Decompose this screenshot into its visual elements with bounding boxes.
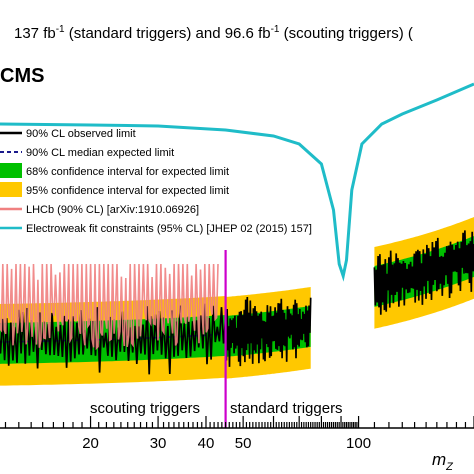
- legend-label: Electroweak fit constraints (95% CL) [JH…: [26, 223, 312, 235]
- legend-entry: 68% confidence interval for expected lim…: [0, 163, 229, 178]
- x-tick-label: 100: [346, 435, 371, 452]
- observed-limit-segment: [224, 296, 312, 367]
- legend-entry: 90% CL observed limit: [0, 128, 136, 140]
- x-tick-label: 20: [82, 435, 99, 452]
- x-axis-label: mZ: [432, 450, 454, 473]
- cms-logo: CMS: [0, 65, 44, 87]
- legend-entry: Electroweak fit constraints (95% CL) [JH…: [0, 223, 312, 235]
- legend-label: LHCb (90% CL) [arXiv:1910.06926]: [26, 204, 199, 216]
- legend: 90% CL observed limit 90% CL median expec…: [0, 128, 312, 235]
- observed-limit-segment: [373, 230, 474, 315]
- x-axis: 20 30 40 50 100: [0, 416, 474, 452]
- luminosity-header: 137 fb-1 (standard triggers) and 96.6 fb…: [14, 24, 413, 42]
- legend-entry: LHCb (90% CL) [arXiv:1910.06926]: [0, 204, 199, 216]
- limit-curves: [0, 82, 474, 428]
- x-tick-label: 40: [198, 435, 215, 452]
- legend-label: 95% confidence interval for expected lim…: [26, 185, 229, 197]
- electroweak-constraint-curve: [0, 82, 474, 282]
- legend-swatch: [0, 163, 22, 178]
- legend-entry: 95% confidence interval for expected lim…: [0, 182, 229, 197]
- lhcb-limit-curve: [0, 263, 219, 351]
- scouting-region-label: scouting triggers: [90, 400, 200, 417]
- standard-region-label: standard triggers: [230, 400, 343, 417]
- x-tick-label: 50: [235, 435, 252, 452]
- legend-label: 90% CL median expected limit: [26, 147, 174, 159]
- legend-swatch: [0, 182, 22, 197]
- legend-label: 68% confidence interval for expected lim…: [26, 166, 229, 178]
- legend-label: 90% CL observed limit: [26, 128, 136, 140]
- legend-entry: 90% CL median expected limit: [0, 147, 174, 159]
- x-tick-label: 30: [150, 435, 167, 452]
